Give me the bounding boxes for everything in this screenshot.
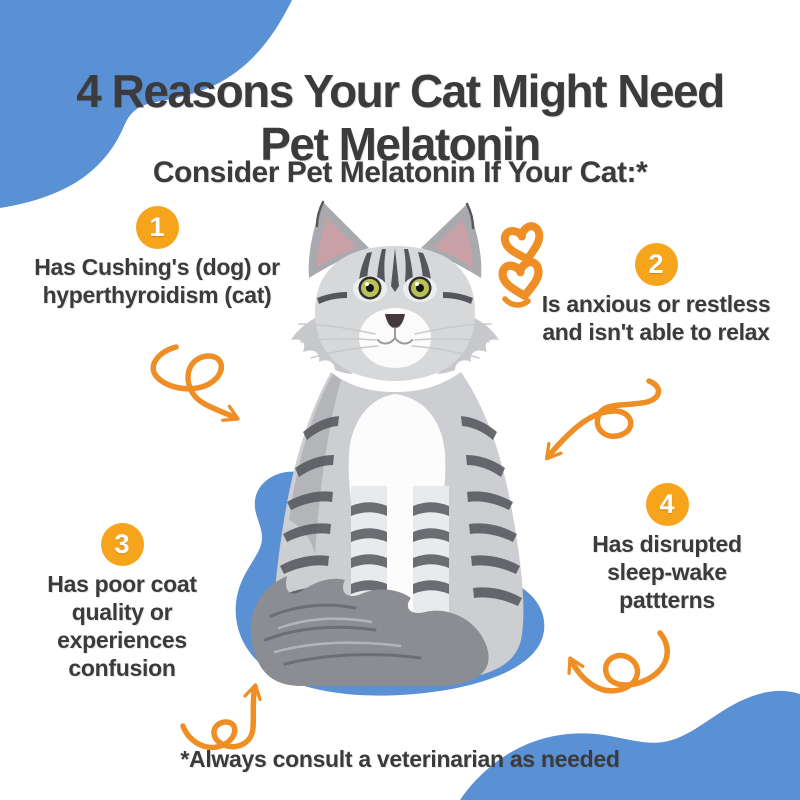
cat-legs [348,486,452,664]
text-line: Has Cushing's (dog) or [34,254,280,280]
cat-eyes [353,276,437,302]
text-line: Has poor coat [47,571,197,597]
cat-head [291,246,499,381]
reason-2-badge: 2 [634,243,678,286]
reason-4-badge: 4 [645,483,689,526]
cat-tail [250,576,489,686]
text-line: sleep-wake [607,559,727,586]
text-line: Is anxious or restless [541,291,771,317]
subtitle: Consider Pet Melatonin If Your Cat:* [152,156,648,189]
text-line: and isn't able to relax [542,319,770,346]
text-line: pattterns [619,587,715,614]
cat-mouth [377,327,413,345]
reason-1-badge: 1 [135,206,179,249]
blob-center [235,471,545,696]
squiggle-arrow-bottom-left-icon [180,683,262,751]
reason-1-text: Has Cushing's (dog) or hyperthyroidism (… [34,253,280,309]
cat-forehead-stripes [317,248,473,304]
reason-3: 3 Has poor coat quality or experiences c… [17,523,227,682]
reason-2-text: Is anxious or restless and isn't able to… [542,290,771,346]
reason-3-badge: 3 [100,523,144,566]
text-line: experiences [57,627,187,654]
reason-4: 4 Has disrupted sleep-wake pattterns [562,483,772,614]
text-line: Has disrupted [592,531,742,557]
reason-1: 1 Has Cushing's (dog) or hyperthyroidism… [22,206,292,309]
cat-whiskers [298,323,492,359]
cat-chest [348,394,446,640]
title-line-2: Pet Melatonin [260,118,541,171]
reason-4-text: Has disrupted sleep-wake pattterns [592,530,742,614]
title-line-1: 4 Reasons Your Cat Might Need [76,64,725,117]
cat-muzzle [359,308,431,368]
text-line: hyperthyroidism (cat) [42,282,272,309]
cat-ears [308,200,482,278]
text-line: confusion [68,655,176,682]
text-line: quality or [71,599,173,626]
cat-nose [385,314,405,328]
disclaimer: *Always consult a veterinarian as needed [180,746,620,772]
squiggle-arrow-bottom-right-icon [567,630,670,694]
squiggle-arrow-left-icon [150,344,240,422]
reason-3-text: Has poor coat quality or experiences con… [47,570,197,682]
reason-2: 2 Is anxious or restless and isn't able … [521,243,791,346]
page-title: 4 Reasons Your Cat Might Need Pet Melato… [0,65,800,172]
squiggle-arrow-right-icon [544,378,662,461]
cat-body [250,372,524,686]
